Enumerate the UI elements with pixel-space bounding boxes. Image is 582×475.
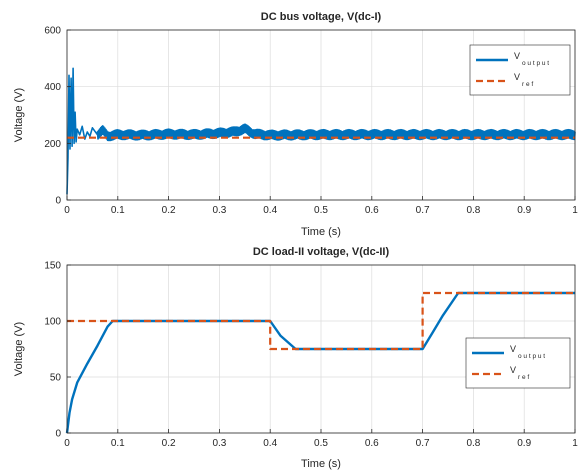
y-tick-label: 150 [44,261,61,272]
x-tick-label: 0.1 [111,205,125,216]
legend-label-sub: o u t p u t [522,60,549,67]
y-axis-label: Voltage (V) [13,88,25,142]
x-tick-label: 1 [572,205,578,216]
x-tick-label: 0.9 [517,205,531,216]
x-tick-label: 0 [64,438,70,449]
legend-label-sub: r e f [518,374,529,381]
x-tick-label: 0.4 [263,205,277,216]
legend-label-sub: r e f [522,81,533,88]
legend-box [465,337,571,389]
chart-title: DC bus voltage, V(dc-I) [261,11,382,23]
y-tick-label: 0 [55,196,61,207]
y-tick-label: 600 [44,26,61,37]
legend-label: V [514,72,520,82]
y-tick-label: 100 [44,317,61,328]
x-tick-label: 0.2 [162,205,176,216]
y-tick-label: 50 [50,373,62,384]
x-tick-label: 0.5 [314,438,328,449]
x-tick-label: 1 [572,438,578,449]
x-tick-label: 0.3 [212,205,226,216]
x-tick-label: 0.7 [416,438,430,449]
series-line-ref [67,291,575,351]
legend-label: V [514,51,520,61]
y-tick-label: 200 [44,139,61,150]
x-axis-label: Time (s) [301,226,341,238]
x-tick-label: 0.5 [314,205,328,216]
x-tick-label: 0.8 [466,205,480,216]
dc-load-voltage-chart: 0 0.1 0.2 0.3 0.4 0.5 0.6 0.7 0.8 0.9 1 0 50 100 150 D… [13,246,578,470]
dc-bus-voltage-chart: 0 0.1 0.2 0.3 0.4 0.5 0.6 0.7 0.8 0.9 10200400600 … [13,11,578,238]
x-tick-label: 0.1 [111,438,125,449]
x-axis-label: Time (s) [301,458,341,470]
legend-label: V [510,344,516,354]
x-tick-label: 0.7 [416,205,430,216]
y-tick-label: 0 [55,429,61,440]
ticks: 0 0.1 0.2 0.3 0.4 0.5 0.6 0.7 0.8 0.9 1 0 200 400 600 [44,26,578,217]
legend: Vo u t p u tVr e f [465,337,571,389]
y-tick-label: 400 [44,82,61,93]
x-tick-label: 0.3 [212,438,226,449]
x-tick-label: 0.6 [365,438,379,449]
legend: Vo u t p u tVr e f [469,44,571,96]
legend-label-sub: o u t p u t [518,353,545,360]
x-tick-label: 0.6 [365,205,379,216]
chart-title: DC load-II voltage, V(dc-II) [253,246,390,258]
series-lines [66,67,576,195]
x-tick-label: 0 [64,205,70,216]
legend-label: V [510,365,516,375]
legend-box [469,44,571,96]
x-tick-label: 0.4 [263,438,277,449]
ticks: 0 0.1 0.2 0.3 0.4 0.5 0.6 0.7 0.8 0.9 1 0 50 100 150 [44,261,578,450]
y-axis-label: Voltage (V) [13,322,25,376]
series-lines [65,291,575,434]
x-tick-label: 0.9 [517,438,531,449]
x-tick-label: 0.2 [162,438,176,449]
x-tick-label: 0.8 [466,438,480,449]
